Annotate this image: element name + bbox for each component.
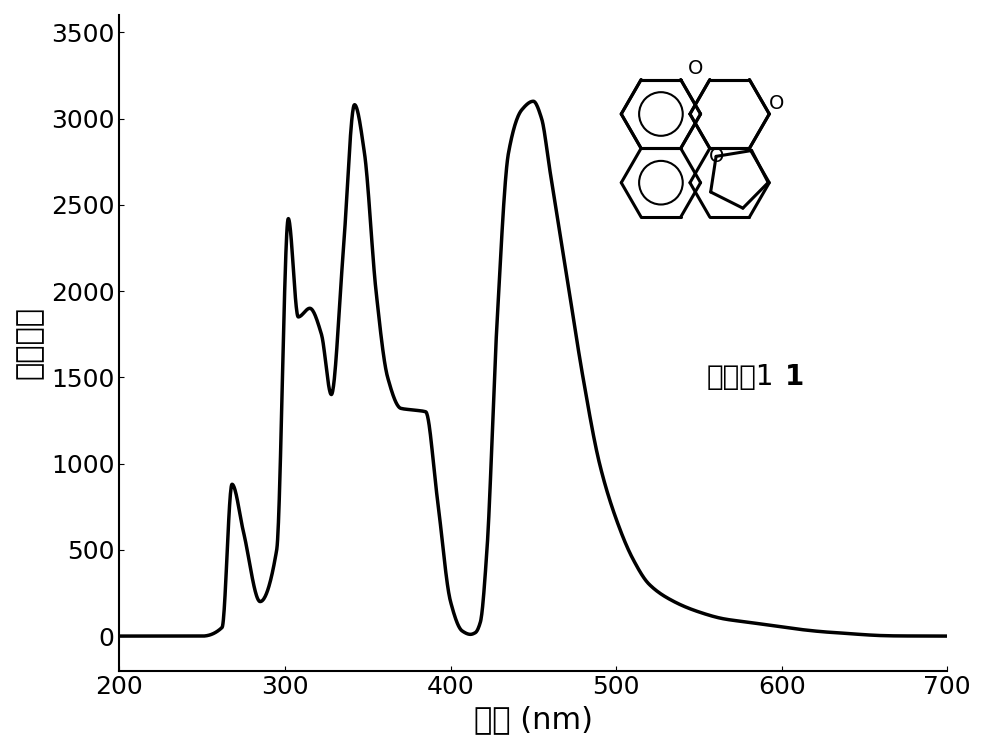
X-axis label: 波长 (nm): 波长 (nm): [474, 705, 593, 734]
Y-axis label: 荧光强度: 荧光强度: [15, 306, 44, 379]
